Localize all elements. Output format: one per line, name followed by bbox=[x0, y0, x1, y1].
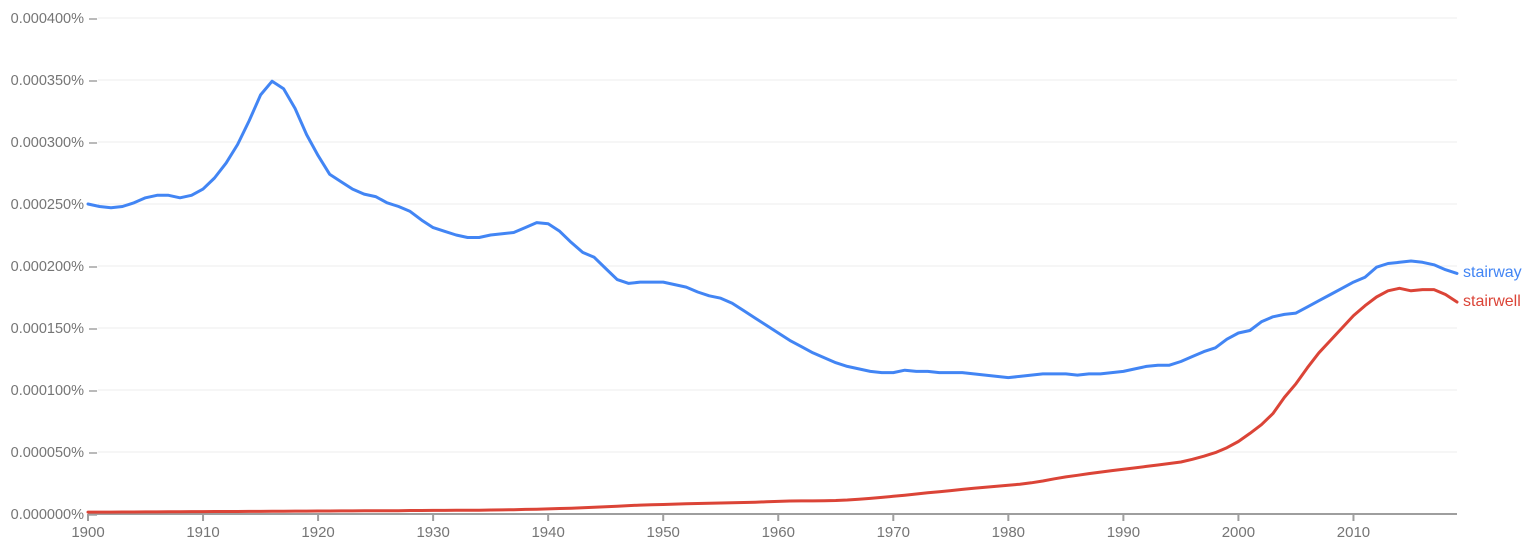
y-axis-tick: – bbox=[89, 135, 98, 151]
x-axis-label: 1920 bbox=[301, 524, 334, 541]
y-axis-tick: – bbox=[89, 259, 98, 275]
x-axis-label: 2010 bbox=[1337, 524, 1370, 541]
series-label-stairwell[interactable]: stairwell bbox=[1463, 292, 1521, 310]
y-axis-tick: – bbox=[89, 445, 98, 461]
x-axis-label: 1960 bbox=[762, 524, 795, 541]
y-axis-label: 0.000250% bbox=[11, 197, 84, 213]
y-axis-tick: – bbox=[89, 383, 98, 399]
y-axis-label: 0.000100% bbox=[11, 383, 84, 399]
x-axis-label: 1930 bbox=[416, 524, 449, 541]
x-axis-label: 1970 bbox=[877, 524, 910, 541]
x-axis-label: 1940 bbox=[531, 524, 564, 541]
x-axis-label: 1980 bbox=[992, 524, 1025, 541]
y-axis-tick: – bbox=[89, 321, 98, 337]
series-line-stairway[interactable] bbox=[86, 79, 1459, 380]
y-axis-label: 0.000400% bbox=[11, 11, 84, 27]
y-axis-label: 0.000200% bbox=[11, 259, 84, 275]
y-axis-label: 0.000300% bbox=[11, 135, 84, 151]
y-axis-tick: – bbox=[89, 73, 98, 89]
x-axis-label: 1990 bbox=[1107, 524, 1140, 541]
y-axis-label: 0.000050% bbox=[11, 445, 84, 461]
series-label-stairway[interactable]: stairway bbox=[1463, 264, 1522, 282]
x-axis-label: 2000 bbox=[1222, 524, 1255, 541]
y-axis-label: 0.000350% bbox=[11, 73, 84, 89]
x-axis-label: 1910 bbox=[186, 524, 219, 541]
y-axis-tick: – bbox=[89, 11, 98, 27]
series-line-stairwell[interactable] bbox=[86, 286, 1459, 514]
y-axis-label: 0.000000% bbox=[11, 507, 84, 523]
x-axis-label: 1900 bbox=[71, 524, 104, 541]
x-axis-label: 1950 bbox=[647, 524, 680, 541]
y-axis-label: 0.000150% bbox=[11, 321, 84, 337]
